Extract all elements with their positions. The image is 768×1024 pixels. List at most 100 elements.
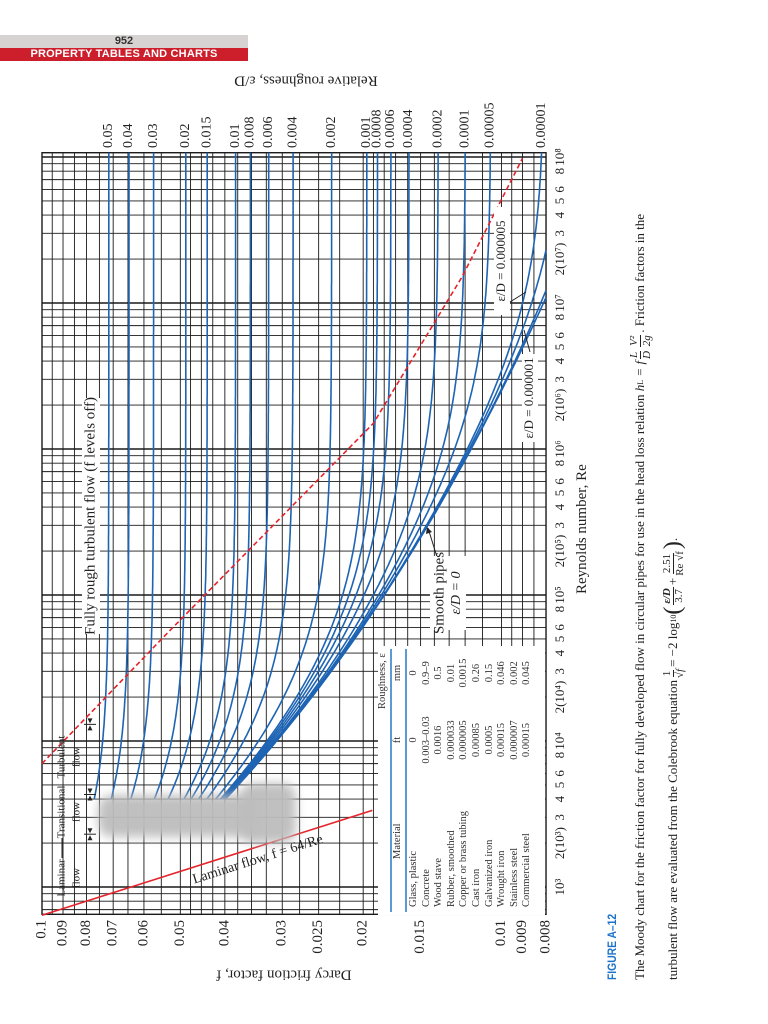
table-cell-material: Wood stave xyxy=(433,857,445,907)
label-background xyxy=(494,207,510,315)
x-tick-label: 4 xyxy=(552,795,567,802)
table-cell-ft: 0.003–0.03 xyxy=(420,716,432,764)
roughness-table: Roughness, ε Material ft mm Glass, plast… xyxy=(377,646,545,915)
table-cell-material: Wrought iron xyxy=(496,850,508,907)
roughness-label: 0.03 xyxy=(146,124,161,149)
x-axis-label: Reynolds number, Re xyxy=(574,464,590,594)
roughness-label: 0.0004 xyxy=(401,110,416,149)
table-cell-material: Rubber, smoothed xyxy=(445,830,457,907)
roughness-label: 0.0008 xyxy=(370,110,385,149)
x-tick-label: 5 xyxy=(552,782,567,789)
friction-curve xyxy=(93,152,110,800)
table-cell-mm: 0.5 xyxy=(433,666,445,680)
x-tick-label: 8 xyxy=(552,168,567,175)
x-tick-label: 3 xyxy=(552,668,567,675)
plot-border xyxy=(41,152,547,916)
fraction-eps-over-37: ε/D 3.7 xyxy=(661,587,685,605)
numerator: 2.51 xyxy=(660,552,674,575)
roughness-label: 0.00005 xyxy=(483,103,498,149)
numerator: L xyxy=(627,350,641,359)
table-cell-mm: 0.26 xyxy=(471,663,482,683)
table-cell-ft: 0.0005 xyxy=(483,725,495,755)
x-tick-label: 3 xyxy=(552,230,567,237)
eps-000001-leader xyxy=(523,329,531,353)
y-axis-label: Darcy friction factor, f xyxy=(216,967,351,983)
table-cell-material: Commercial steel xyxy=(521,833,533,907)
x-tick-label: 4 xyxy=(552,649,567,656)
caption-text-end: . Friction factors in the xyxy=(632,214,647,333)
numerator: V² xyxy=(627,334,641,347)
denominator: 3.7 xyxy=(673,589,685,603)
table-cell-material: Galvanized iron xyxy=(483,839,495,907)
y-tick-label: 0.04 xyxy=(216,920,232,947)
friction-curve xyxy=(183,152,237,800)
friction-curve xyxy=(222,152,410,800)
friction-curve xyxy=(153,152,187,800)
y-tick-label: 0.08 xyxy=(78,920,94,946)
x-tick-label: 10⁷ xyxy=(552,294,567,312)
x-tick-label: 6 xyxy=(552,478,567,485)
regime-label: Laminar xyxy=(56,859,68,897)
friction-curve xyxy=(221,152,392,800)
table-cell-material: Copper or brass tubing xyxy=(458,811,470,907)
friction-curve xyxy=(220,152,379,800)
table-cell-mm: 0.01 xyxy=(445,663,457,683)
y-tick-label: 0.03 xyxy=(274,920,290,946)
denominator: √f xyxy=(673,668,686,679)
caption-text: The Moody chart for the friction factor … xyxy=(632,394,647,980)
regime-flow-label: flow xyxy=(71,802,83,822)
x-tick-label: 4 xyxy=(552,357,567,364)
x-tick-label: 6 xyxy=(552,186,567,193)
label-background xyxy=(82,398,100,634)
table-cell-mm: 0.0015 xyxy=(458,658,470,688)
x-tick-label: 10⁵ xyxy=(552,586,567,604)
table-cell-mm: 0.046 xyxy=(496,661,508,685)
table-cell-material: Glass, plastic xyxy=(408,851,419,907)
roughness-label: 0.0002 xyxy=(430,110,445,149)
table-cell-ft: 0 xyxy=(408,737,419,743)
x-tick-label: 5 xyxy=(552,344,567,351)
friction-curve xyxy=(219,152,368,800)
arrow-head-icon xyxy=(87,828,93,841)
table-cell-material: Concrete xyxy=(420,869,432,907)
table-cell-mm: 0.045 xyxy=(521,661,533,685)
arrow-head-icon xyxy=(87,718,93,731)
caption-line-1: The Moody chart for the friction factor … xyxy=(626,214,654,980)
roughness-label: 0.004 xyxy=(285,117,300,149)
table-header-ft: ft xyxy=(392,736,403,744)
plus-sign: + xyxy=(665,577,680,586)
table-cell-material: Stainless steel xyxy=(508,847,520,907)
roughness-label: 0.002 xyxy=(324,117,339,149)
roughness-label: 0.00001 xyxy=(534,103,549,149)
smooth-pipe-curve xyxy=(224,297,547,800)
x-tick-label: 2(10⁵) xyxy=(552,535,567,568)
y2-axis-label: Relative roughness, ε/D xyxy=(234,73,378,89)
roughness-label: 0.04 xyxy=(121,124,136,149)
caption-line2-end: . xyxy=(665,537,680,542)
caption-eq: = f xyxy=(632,360,647,377)
table-cell-ft: 0.000007 xyxy=(508,720,520,760)
caption-text: turbulent flow are evaluated from the Co… xyxy=(665,680,680,980)
section-title: PROPERTY TABLES AND CHARTS xyxy=(0,48,248,61)
x-tick-label: 10⁴ xyxy=(552,732,567,750)
y-tick-label: 0.07 xyxy=(105,920,121,947)
label-background xyxy=(522,354,538,442)
friction-curve xyxy=(214,152,333,800)
x-tick-label: 3 xyxy=(552,376,567,383)
x-tick-label: 3 xyxy=(552,814,567,821)
table-cell-ft: 0.00015 xyxy=(521,722,533,758)
y-tick-label: 0.01 xyxy=(493,920,509,946)
smooth-pipes-label: Smooth pipes xyxy=(431,552,447,634)
denominator: 2g xyxy=(640,335,653,347)
y-tick-label: 0.06 xyxy=(135,920,151,947)
eps-000005-label: ε/D = 0.000005 xyxy=(493,220,508,301)
x-tick-label: 2(10³) xyxy=(552,827,567,859)
roughness-label: 0.008 xyxy=(243,117,258,149)
denominator: D xyxy=(640,350,653,359)
table-cell-ft: 0.00085 xyxy=(471,722,482,758)
friction-curve xyxy=(190,152,252,800)
x-tick-label: 5 xyxy=(552,636,567,643)
